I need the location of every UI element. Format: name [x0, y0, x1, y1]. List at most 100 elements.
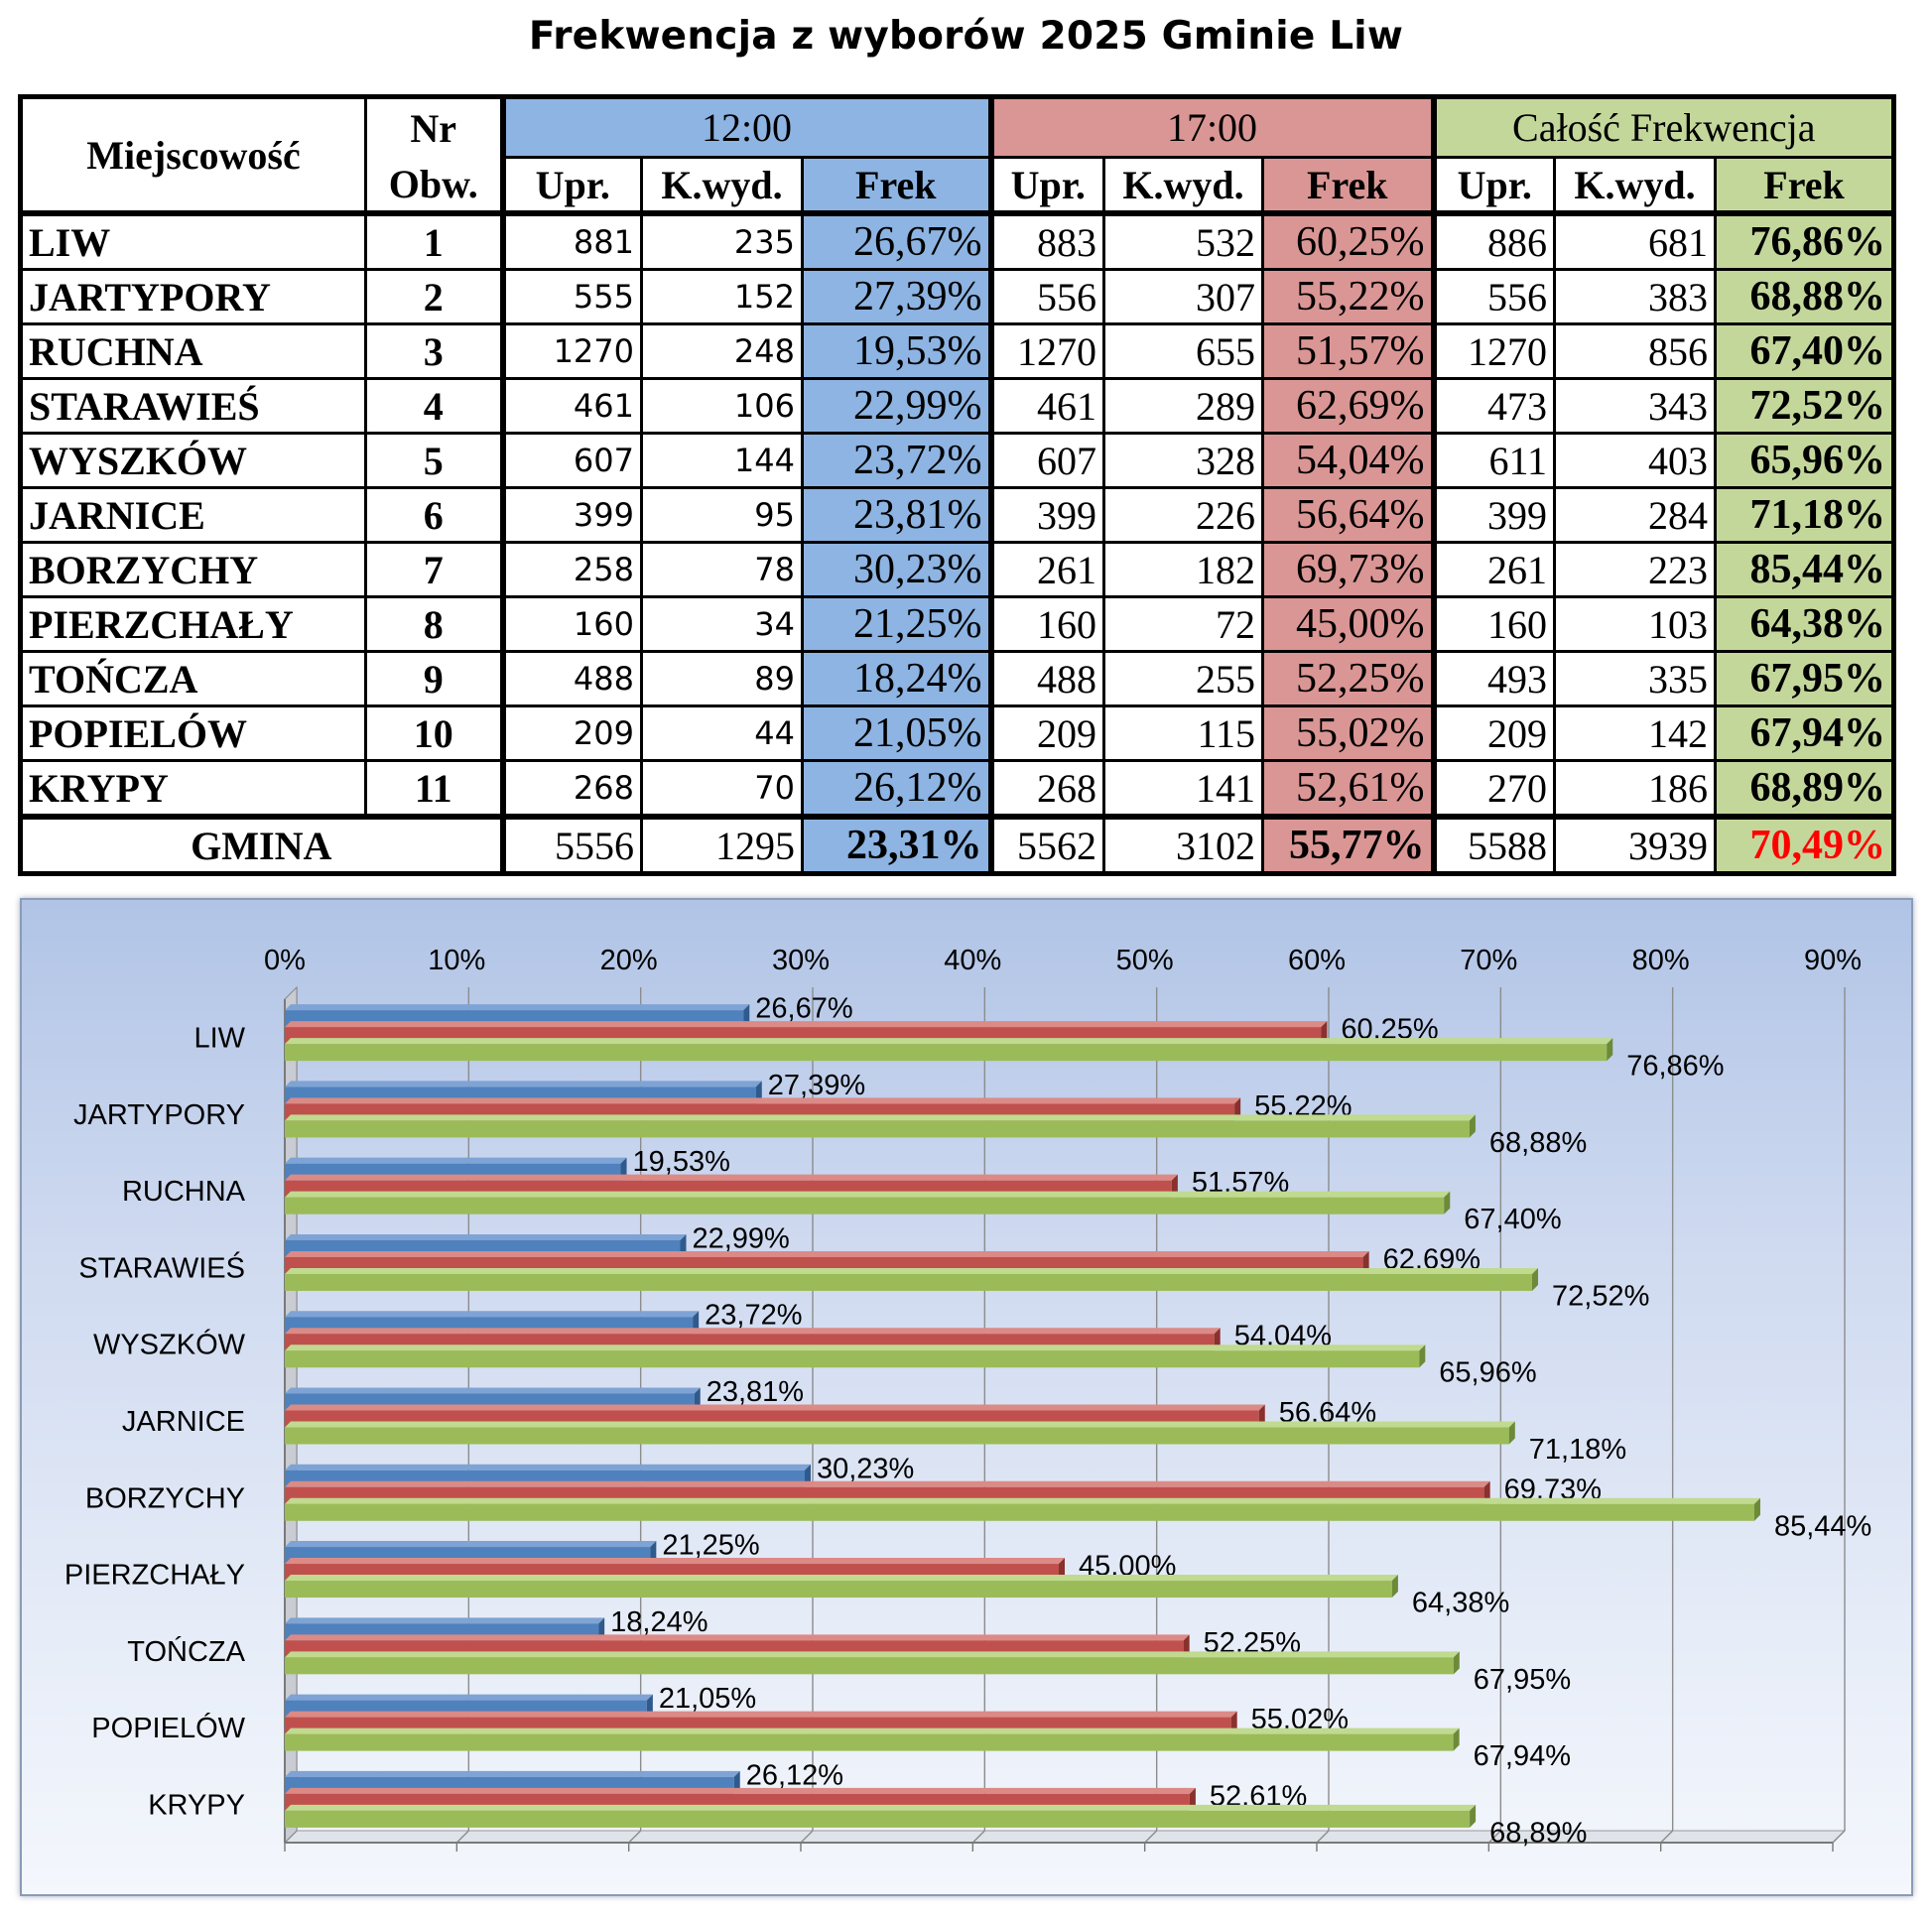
cell-u17: 461	[987, 377, 1105, 435]
cell-nr: 1	[364, 210, 504, 271]
x-tick-label: 90%	[1804, 945, 1862, 976]
cell-u12: 399	[499, 486, 643, 544]
cell-f12: 21,25%	[801, 595, 992, 653]
turnout-table: Miejscowość Nr 12:00 17:00 Całość Frekwe…	[18, 94, 1896, 876]
cell-k17: 182	[1102, 541, 1264, 598]
cell-f12: 22,99%	[801, 377, 992, 435]
gridline-depth	[1832, 1830, 1846, 1844]
cell-u12: 555	[499, 268, 643, 325]
bar-end	[1419, 1344, 1426, 1368]
cell-ut: 209	[1430, 704, 1556, 762]
header-upr-total: Upr.	[1430, 156, 1556, 215]
bar	[285, 1503, 1754, 1521]
bar	[285, 1810, 1471, 1828]
gridline-depth	[455, 1830, 469, 1844]
gridline-depth	[800, 1830, 814, 1844]
data-label: 23,72%	[705, 1300, 802, 1332]
data-label: 72,52%	[1552, 1280, 1649, 1312]
turnout-bar-chart: 0% 10% 20% 30% 40% 50% 60% 70% 80% 90%LIW26,67%60…	[64, 945, 1871, 1852]
bar	[285, 1427, 1509, 1445]
cell-f12: 30,23%	[801, 541, 992, 598]
data-label: 68,88%	[1489, 1127, 1587, 1159]
chart-panel: 0% 10% 20% 30% 40% 50% 60% 70% 80% 90% LIW 26,67% 60…	[20, 898, 1913, 1896]
bar-top	[285, 1711, 1237, 1718]
bar-top	[285, 1480, 1490, 1487]
data-label: 22,99%	[692, 1222, 789, 1254]
cell-nr: 8	[364, 595, 504, 653]
category-label: PIERZCHAŁY	[64, 1560, 245, 1592]
table-row: RUCHNA 3 1270 248 19,53% 1270 655 51,57% 1270 856…	[19, 322, 1895, 380]
cell-ut: 270	[1430, 759, 1556, 819]
cell-f17: 52,25%	[1261, 650, 1435, 707]
table-row: BORZYCHY 7 258 78 30,23% 261 182 69,73% 261 223 85…	[19, 541, 1895, 598]
data-label: 21,25%	[662, 1530, 759, 1562]
bar-top	[285, 1097, 1241, 1104]
total-kwyd-total: 3939	[1553, 814, 1717, 875]
table-row: JARTYPORY 2 555 152 27,39% 556 307 55,22% 556 383…	[19, 268, 1895, 325]
gridline-depth	[1660, 1830, 1674, 1844]
data-label: 64,38%	[1412, 1588, 1509, 1619]
header-upr-12: Upr.	[499, 156, 643, 215]
cell-f12: 23,72%	[801, 432, 992, 489]
cell-ft: 71,18%	[1714, 486, 1895, 544]
cell-k12: 144	[640, 432, 804, 489]
cell-k12: 235	[640, 210, 804, 271]
cell-u17: 160	[987, 595, 1105, 653]
bar-top	[285, 1191, 1451, 1198]
table-row: JARNICE 6 399 95 23,81% 399 226 56,64% 399 284 71,…	[19, 486, 1895, 544]
cell-k17: 72	[1102, 595, 1264, 653]
cell-u12: 209	[499, 704, 643, 762]
header-time-12: 12:00	[499, 95, 992, 159]
cell-k12: 70	[640, 759, 804, 819]
bar-top	[285, 1558, 1065, 1565]
x-tick-label: 60%	[1288, 945, 1346, 976]
gridline-depth	[628, 1830, 642, 1844]
cell-ut: 261	[1430, 541, 1556, 598]
cell-ut: 399	[1430, 486, 1556, 544]
cell-u17: 488	[987, 650, 1105, 707]
bar-top	[285, 1541, 657, 1548]
cell-nr: 2	[364, 268, 504, 325]
cell-u12: 258	[499, 541, 643, 598]
header-total: Całość Frekwencja	[1430, 95, 1895, 159]
bar	[285, 1657, 1454, 1675]
cell-u12: 1270	[499, 322, 643, 380]
cell-u17: 261	[987, 541, 1105, 598]
cell-u12: 160	[499, 595, 643, 653]
cell-kt: 142	[1553, 704, 1717, 762]
header-time-17: 17:00	[987, 95, 1435, 159]
cell-u12: 488	[499, 650, 643, 707]
bar-top	[285, 1114, 1476, 1121]
cell-ut: 556	[1430, 268, 1556, 325]
bar-end	[1508, 1421, 1515, 1445]
cell-u17: 1270	[987, 322, 1105, 380]
cell-nr: 6	[364, 486, 504, 544]
bar	[285, 1581, 1392, 1599]
data-label: 27,39%	[768, 1070, 865, 1101]
bar-top	[285, 1004, 750, 1011]
x-tick-label: 50%	[1116, 945, 1174, 976]
bar-top	[285, 1694, 653, 1701]
cell-f12: 18,24%	[801, 650, 992, 707]
header-frek-total: Frek	[1714, 156, 1895, 215]
bar-top	[285, 1617, 605, 1624]
cell-k12: 95	[640, 486, 804, 544]
category-label: POPIELÓW	[91, 1712, 245, 1744]
data-label: 65,96%	[1439, 1357, 1536, 1389]
cell-k17: 655	[1102, 322, 1264, 380]
data-label: 71,18%	[1529, 1434, 1626, 1466]
cell-f17: 55,22%	[1261, 268, 1435, 325]
bar	[285, 1350, 1420, 1368]
cell-k12: 78	[640, 541, 804, 598]
cell-f12: 26,67%	[801, 210, 992, 271]
data-label: 19,53%	[633, 1146, 730, 1178]
header-obw: Obw.	[364, 157, 504, 215]
cell-k17: 289	[1102, 377, 1264, 435]
bar-top	[285, 1021, 1328, 1028]
data-label: 18,24%	[610, 1606, 708, 1638]
header-kwyd-total: K.wyd.	[1553, 156, 1717, 215]
header-frek-17: Frek	[1261, 156, 1435, 215]
table-row: TOŃCZA 9 488 89 18,24% 488 255 52,25% 493 335 67,9…	[19, 650, 1895, 707]
data-label: 85,44%	[1774, 1510, 1871, 1542]
cell-name: POPIELÓW	[19, 704, 367, 762]
